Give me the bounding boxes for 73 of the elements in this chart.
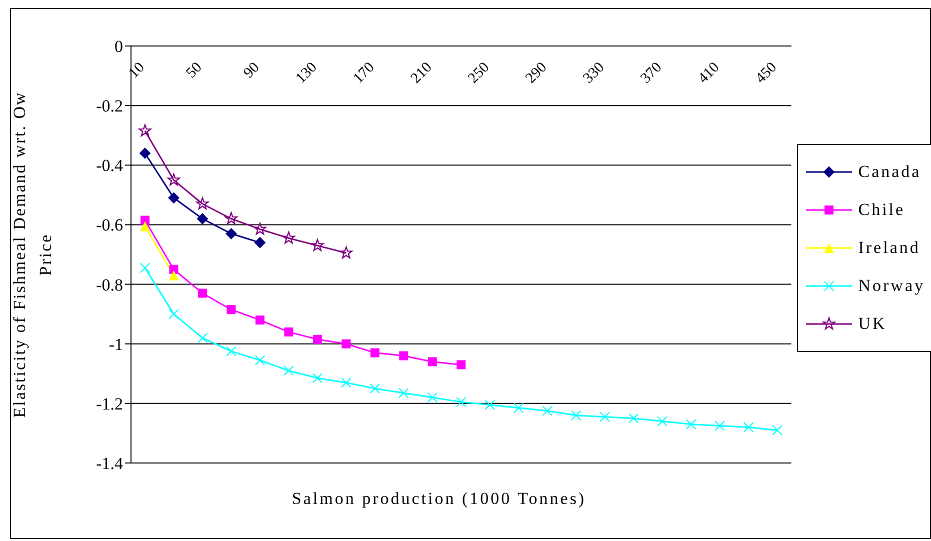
y-tick-label: -1.4 — [96, 454, 124, 474]
y-tick-label: -0.4 — [96, 156, 124, 176]
legend-label: UK — [858, 314, 887, 334]
point — [456, 360, 466, 370]
point — [657, 416, 668, 426]
point — [484, 400, 495, 410]
point — [198, 288, 207, 298]
point — [196, 213, 208, 224]
point — [197, 332, 208, 343]
point — [226, 346, 236, 356]
point — [340, 246, 352, 258]
point — [224, 212, 238, 224]
point — [428, 357, 437, 366]
point — [282, 232, 295, 244]
x-tick-label: 130 — [293, 60, 320, 87]
point — [168, 192, 180, 204]
point — [196, 197, 209, 210]
legend-label: Norway — [858, 276, 925, 296]
point — [398, 388, 409, 398]
point — [226, 228, 237, 240]
x-tick-label: 290 — [522, 60, 550, 87]
x-tick-label: 250 — [465, 60, 493, 87]
legend-label: Canada — [858, 162, 922, 182]
y-tick-label: -0.2 — [96, 96, 123, 116]
point — [254, 222, 266, 235]
x-tick-label: 330 — [580, 60, 608, 87]
y-tick-label: 0 — [114, 37, 123, 56]
point — [542, 406, 552, 416]
x-axis-title: Salmon production (1000 Tonnes) — [290, 489, 588, 509]
point — [226, 305, 236, 314]
point — [140, 148, 150, 159]
point — [255, 316, 264, 325]
y-tick-label: -0.8 — [96, 275, 123, 294]
legend-label: Ireland — [858, 238, 920, 258]
x-tick-label: 170 — [350, 60, 378, 87]
point — [312, 373, 322, 384]
point — [456, 396, 466, 407]
point — [370, 348, 380, 358]
point — [714, 420, 725, 431]
point — [514, 402, 524, 413]
point — [254, 237, 266, 248]
point — [284, 366, 294, 376]
x-tick-label: 210 — [408, 60, 436, 87]
point — [312, 334, 322, 344]
point — [341, 378, 352, 388]
x-tick-label: 450 — [752, 60, 780, 87]
point — [254, 355, 265, 366]
x-tick-label: 10 — [126, 60, 148, 82]
point — [686, 419, 696, 430]
x-tick-label: 90 — [240, 60, 263, 82]
y-tick-label: -1 — [108, 334, 123, 354]
x-tick-label: 370 — [638, 60, 666, 87]
legend-label: Chile — [858, 200, 906, 220]
point — [167, 173, 180, 186]
y-tick-label: -1.2 — [96, 394, 123, 414]
point — [311, 238, 324, 252]
y-axis-title: Elasticity of Fishmeal Demand wrt. Ow Price — [10, 91, 55, 418]
point — [140, 262, 150, 273]
point — [628, 413, 639, 424]
point — [600, 412, 610, 422]
point — [427, 392, 438, 402]
x-tick-label: 50 — [183, 60, 206, 82]
point — [138, 124, 152, 136]
point — [743, 422, 754, 432]
point — [571, 410, 582, 420]
y-tick-label: -0.6 — [96, 216, 123, 235]
point — [284, 327, 294, 336]
point — [772, 425, 782, 436]
point — [168, 309, 179, 320]
point — [399, 351, 408, 360]
x-tick-label: 410 — [695, 60, 723, 87]
point — [342, 339, 351, 348]
point — [370, 384, 380, 394]
